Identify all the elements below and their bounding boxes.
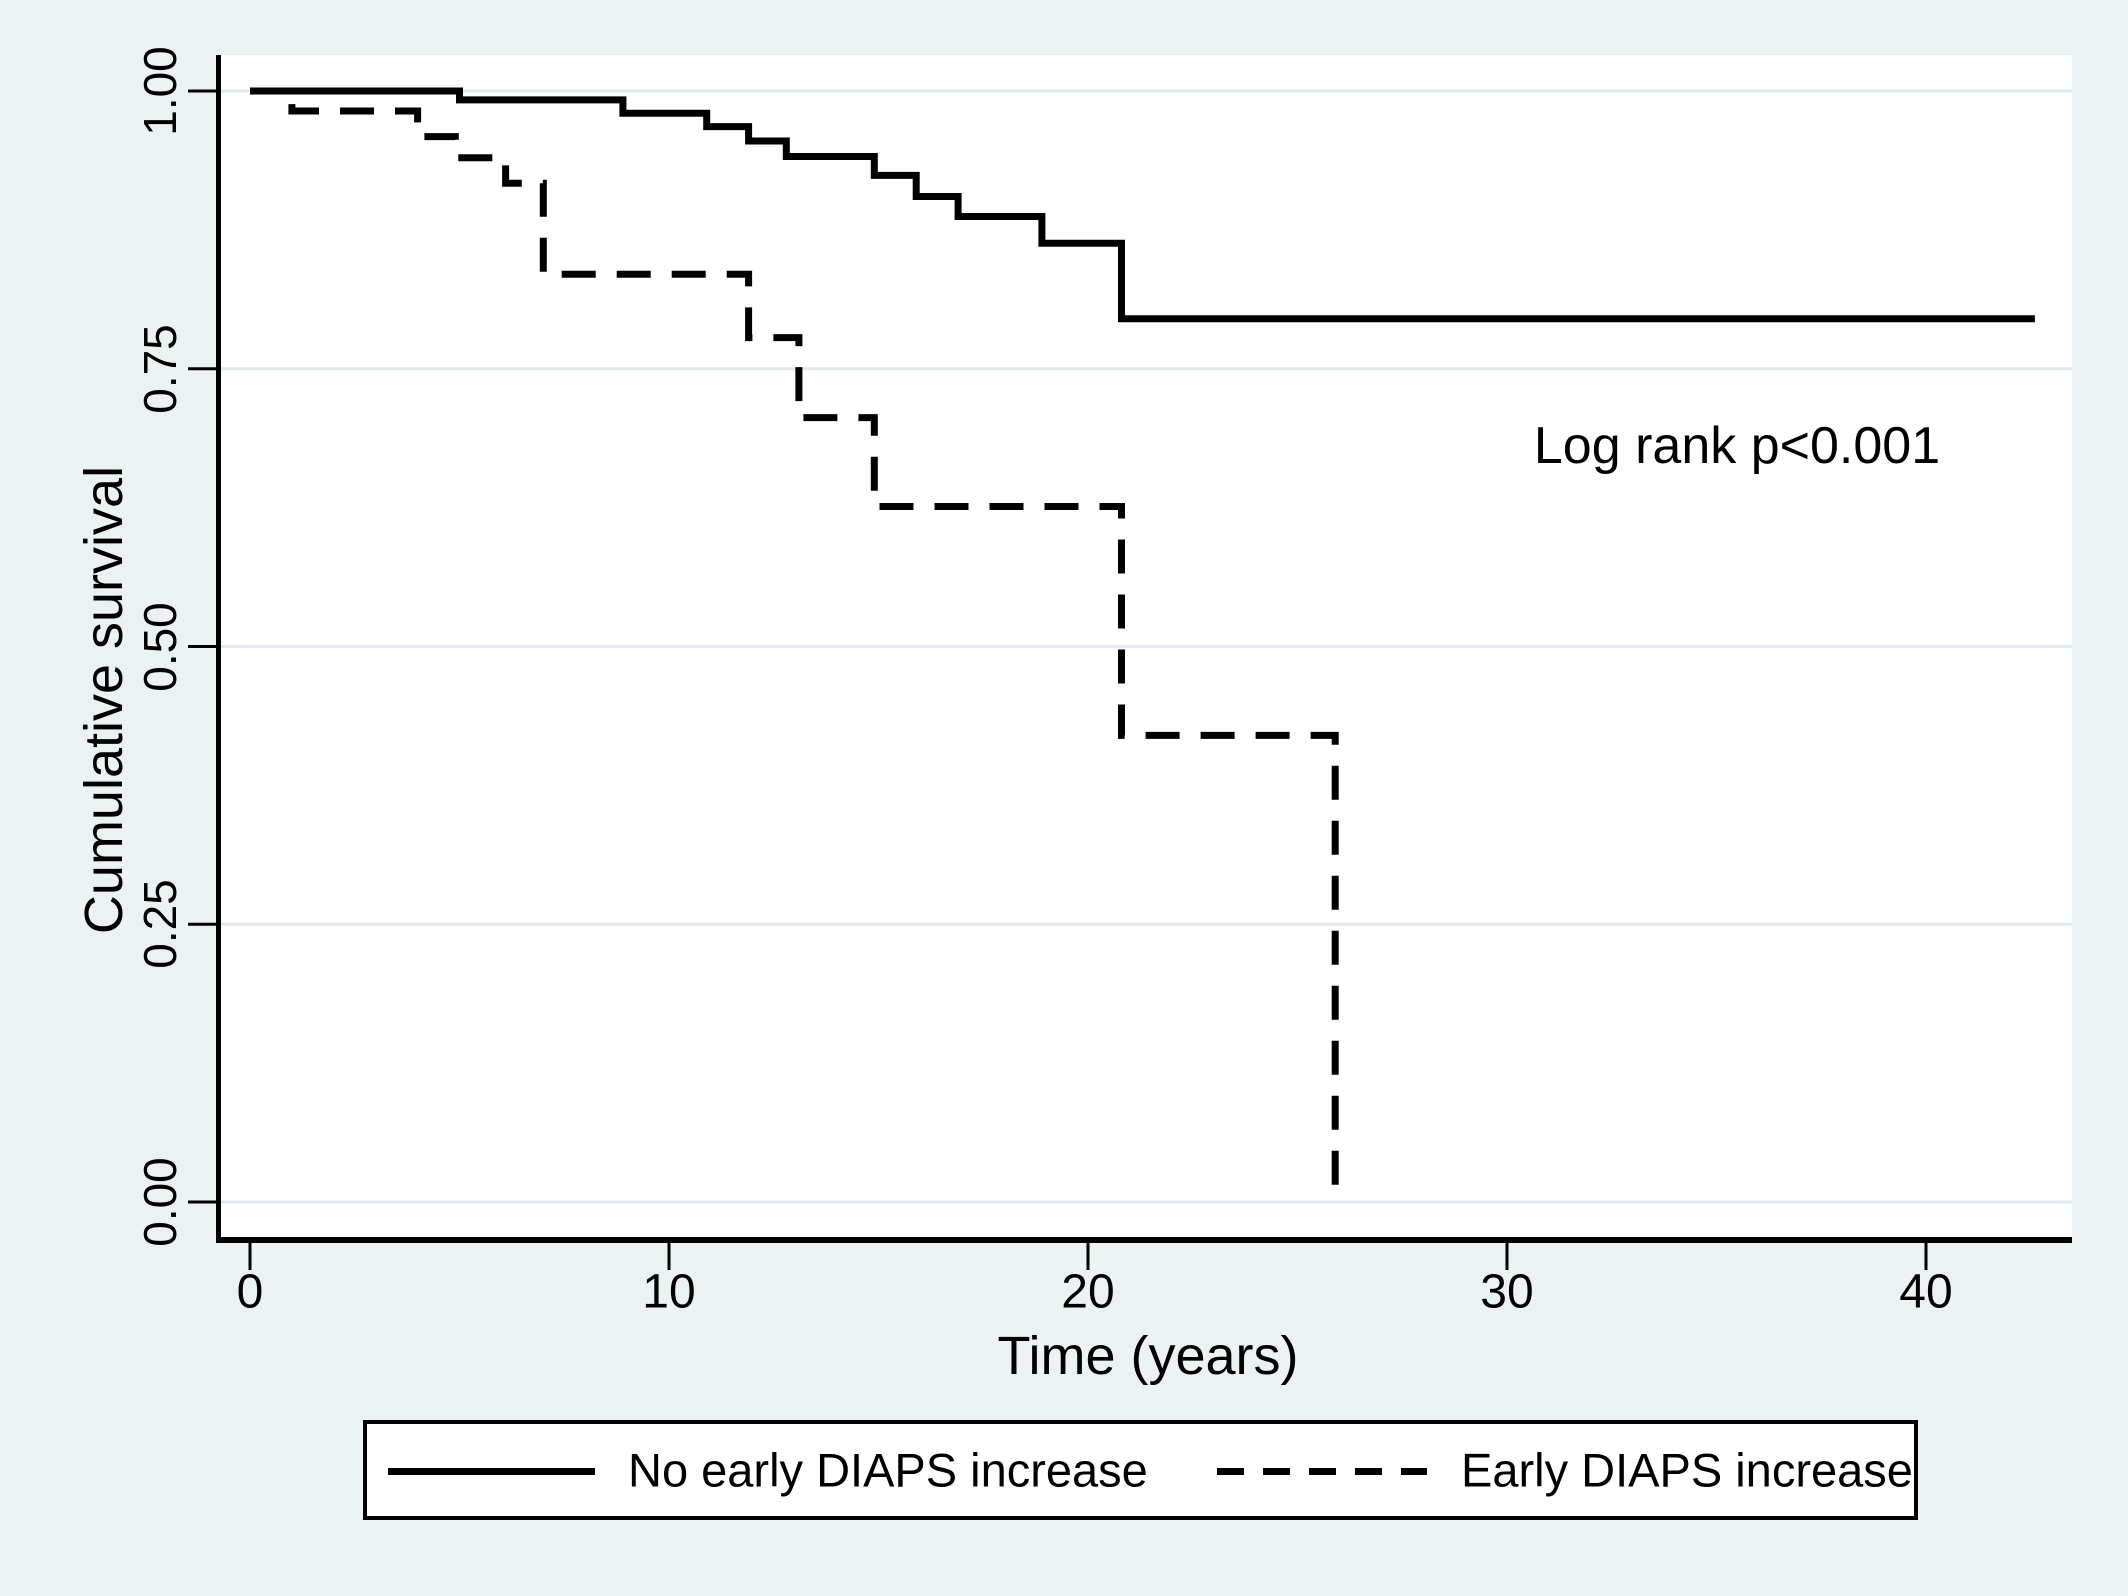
logrank-annotation: Log rank p<0.001	[1533, 417, 1941, 475]
gridline	[221, 89, 2072, 93]
y-tick-mark	[188, 367, 216, 371]
curve-no-early-diaps-increase	[250, 87, 2035, 323]
legend-line-solid-sample	[388, 1468, 595, 1475]
y-tick-label: 0.50	[134, 601, 186, 692]
x-tick-mark	[248, 1243, 252, 1270]
x-tick-label: 0	[236, 1265, 264, 1319]
y-tick-mark	[188, 645, 216, 648]
y-tick-label: 0.00	[134, 1157, 186, 1247]
gridline	[221, 645, 2072, 648]
x-tick-mark	[1505, 1243, 1509, 1270]
y-tick-label: 0.25	[134, 879, 186, 970]
gridline	[221, 367, 2072, 371]
y-tick-mark	[188, 922, 216, 926]
y-tick-label: 1.00	[134, 46, 186, 136]
x-tick-mark	[667, 1243, 671, 1270]
legend-box: No early DIAPS increase Early DIAPS incr…	[363, 1420, 1918, 1520]
x-tick-label: 20	[1061, 1265, 1115, 1319]
gridline	[221, 922, 2072, 926]
y-axis-title: Cumulative survival	[74, 465, 134, 935]
y-tick-label: 0.75	[134, 323, 186, 414]
curve-early-diaps-increase	[250, 87, 1339, 1202]
x-tick-label: 40	[1899, 1265, 1953, 1319]
x-axis-line	[216, 1237, 2072, 1243]
legend-label-no-early-diaps: No early DIAPS increase	[628, 1443, 1148, 1497]
y-axis-line	[216, 55, 221, 1243]
gridline	[221, 1200, 2072, 1204]
x-tick-mark	[1086, 1243, 1090, 1270]
x-axis-title: Time (years)	[997, 1326, 1299, 1386]
x-tick-label: 30	[1480, 1265, 1534, 1319]
y-tick-mark	[188, 1200, 216, 1204]
x-tick-mark	[1924, 1243, 1928, 1270]
x-tick-label: 10	[642, 1265, 696, 1319]
legend-label-early-diaps: Early DIAPS increase	[1461, 1443, 1913, 1497]
legend-line-dashed-sample	[1217, 1468, 1427, 1475]
y-tick-mark	[188, 89, 216, 93]
